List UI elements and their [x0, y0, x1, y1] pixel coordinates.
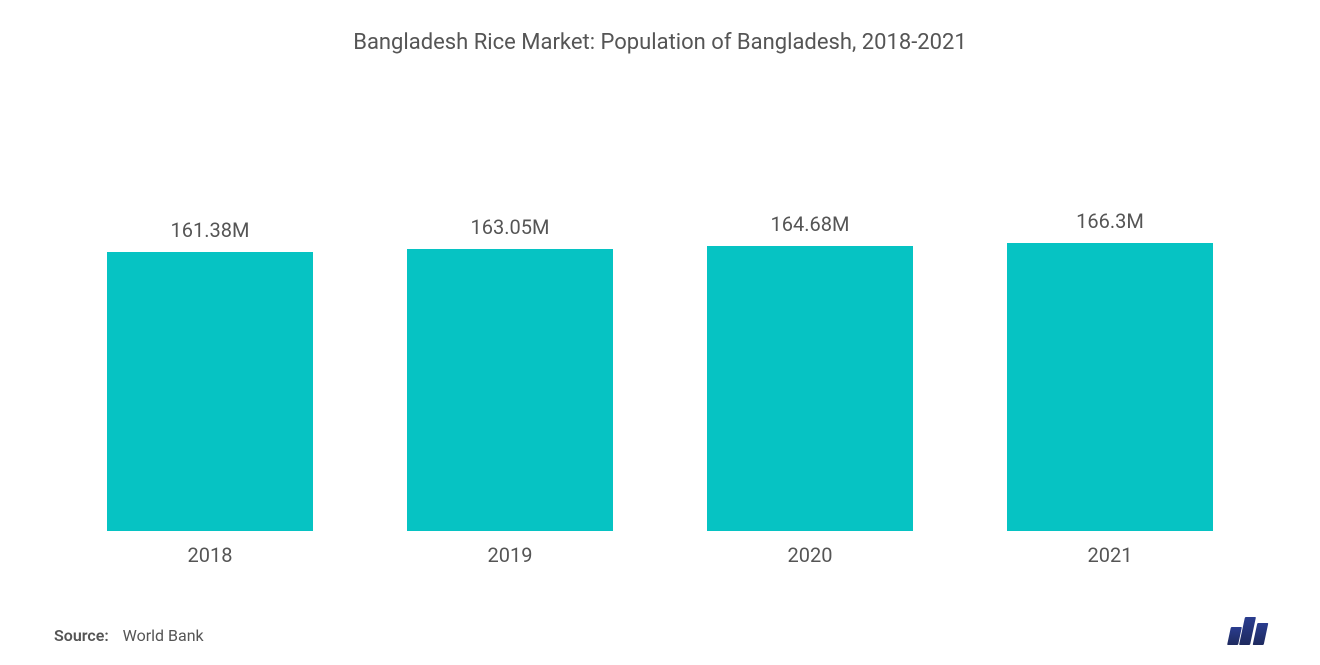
bar-group-2: 164.68M	[678, 212, 942, 531]
x-tick: 2020	[678, 543, 942, 567]
source-attribution: Source: World Bank	[54, 626, 204, 645]
source-value: World Bank	[123, 626, 204, 645]
x-tick: 2018	[78, 543, 342, 567]
bar	[107, 252, 313, 531]
bar-group-3: 166.3M	[978, 209, 1242, 531]
chart-container: Bangladesh Rice Market: Population of Ba…	[0, 0, 1320, 665]
bar	[707, 246, 913, 531]
bar	[1007, 243, 1213, 531]
brand-logo-icon	[1229, 617, 1266, 645]
value-label: 161.38M	[171, 218, 250, 242]
bar	[407, 249, 613, 531]
value-label: 166.3M	[1076, 209, 1144, 233]
logo-bar-icon	[1253, 623, 1269, 645]
chart-footer: Source: World Bank	[50, 617, 1270, 645]
plot-area: 161.38M 163.05M 164.68M 166.3M	[50, 95, 1270, 531]
value-label: 163.05M	[471, 215, 550, 239]
x-tick: 2019	[378, 543, 642, 567]
bar-group-1: 163.05M	[378, 215, 642, 531]
x-tick: 2021	[978, 543, 1242, 567]
source-label: Source:	[54, 626, 109, 645]
chart-title: Bangladesh Rice Market: Population of Ba…	[50, 30, 1270, 55]
value-label: 164.68M	[771, 212, 850, 236]
bar-group-0: 161.38M	[78, 218, 342, 531]
x-axis: 2018 2019 2020 2021	[50, 531, 1270, 567]
